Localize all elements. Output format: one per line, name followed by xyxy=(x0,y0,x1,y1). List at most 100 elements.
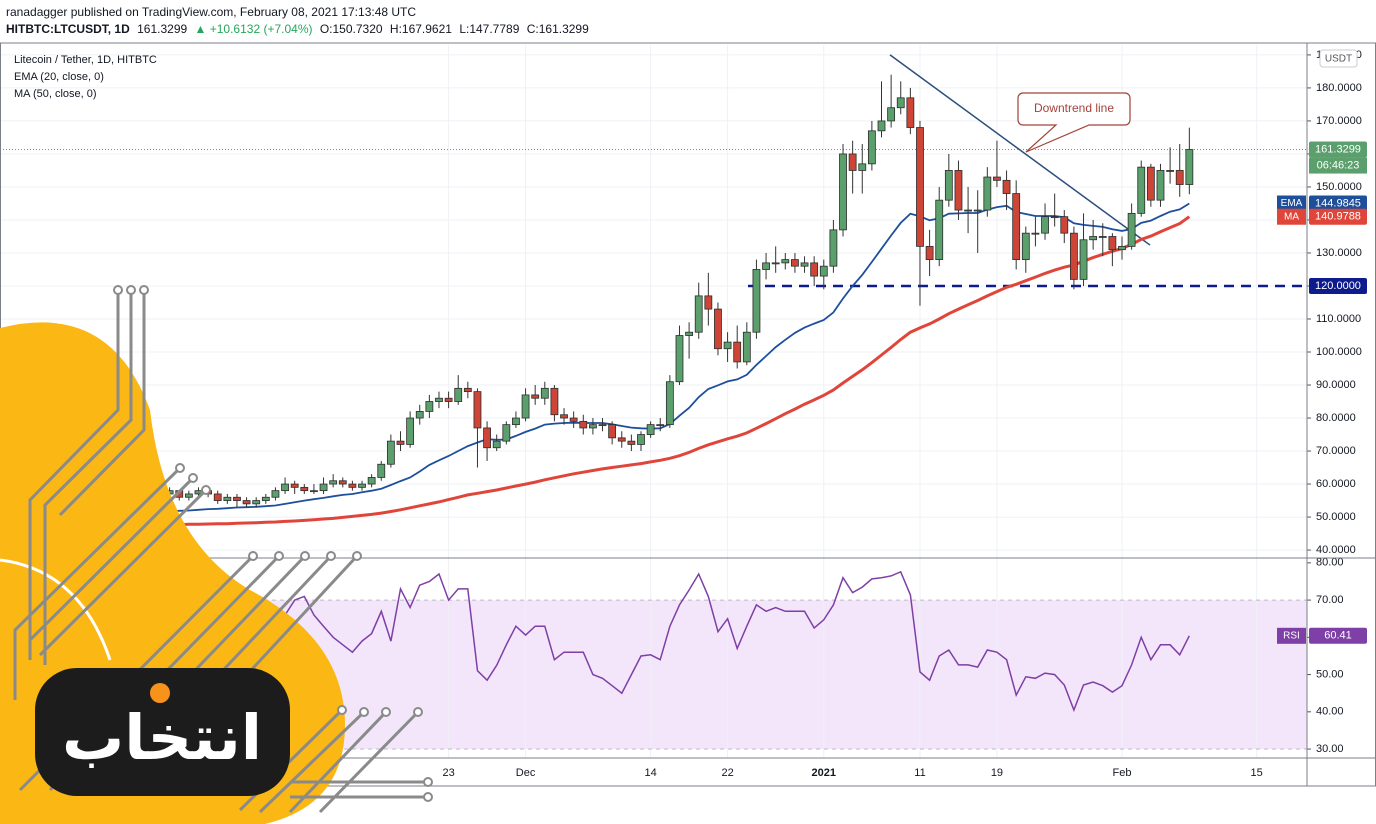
candle-body xyxy=(184,493,193,498)
tag-name-box xyxy=(1277,208,1306,225)
candle-body xyxy=(1146,166,1155,201)
y-tick-label: 80.00 xyxy=(1316,557,1344,569)
level-label: 120.0000 xyxy=(1315,280,1361,292)
candle-body xyxy=(810,262,819,277)
candle-body xyxy=(415,411,424,419)
candle-body xyxy=(473,391,482,429)
candle-body xyxy=(781,259,790,264)
candle-body xyxy=(223,496,232,501)
tag-name-box xyxy=(1277,195,1306,212)
candle-body xyxy=(627,440,636,445)
candle-body xyxy=(1156,170,1165,201)
rsi-value-label-box xyxy=(1309,627,1367,644)
countdown: 06:46:23 xyxy=(1317,159,1360,171)
candle-body xyxy=(492,440,501,449)
candle-body xyxy=(521,394,530,419)
open: O:150.7320 xyxy=(319,22,383,36)
candle-body xyxy=(348,483,357,488)
candle-body xyxy=(1060,216,1069,234)
candle-body xyxy=(704,295,713,310)
candle-body xyxy=(887,107,896,122)
x-tick-label: 2021 xyxy=(812,767,836,779)
x-tick-label: 19 xyxy=(991,767,1003,779)
candle-body xyxy=(617,437,626,442)
candle-body xyxy=(1041,216,1049,234)
y-tick-label: 110.0000 xyxy=(1316,313,1361,325)
candle-body xyxy=(310,490,318,493)
chart-title: Litecoin / Tether, 1D, HITBTC xyxy=(14,54,157,66)
candle-body xyxy=(512,417,520,426)
candle-body xyxy=(896,97,905,109)
tag-name: MA xyxy=(1284,211,1299,222)
level-label-box xyxy=(1309,277,1367,294)
low: L:147.7789 xyxy=(459,22,520,36)
published: ranadagger published on TradingView.com,… xyxy=(6,5,417,19)
tag-name: RSI xyxy=(1283,630,1300,641)
candle-body xyxy=(271,490,280,498)
indicator-value-label: 140.9788 xyxy=(1315,211,1361,223)
candle-body xyxy=(877,120,886,132)
candle-body xyxy=(829,229,838,267)
candle-body xyxy=(531,394,540,399)
candle-body xyxy=(319,483,328,492)
logo-coin xyxy=(150,683,170,703)
y-tick-label: 90.0000 xyxy=(1316,379,1356,391)
candle-body xyxy=(848,153,857,171)
header: ranadagger published on TradingView.com,… xyxy=(6,4,593,38)
y-tick-label: 130.0000 xyxy=(1316,247,1362,259)
candle-body xyxy=(906,97,915,128)
candle-body xyxy=(1050,216,1059,219)
candle-body xyxy=(281,483,289,492)
candle-body xyxy=(1079,239,1088,280)
x-tick-label: 23 xyxy=(442,767,454,779)
currency: USDT xyxy=(1325,54,1352,65)
x-tick-label: 22 xyxy=(721,767,733,779)
high: H:167.9621 xyxy=(389,22,452,36)
candle-body xyxy=(454,387,463,402)
candle-body xyxy=(396,440,405,445)
candle-body xyxy=(675,335,684,383)
candle-body xyxy=(973,209,982,212)
candle-body xyxy=(867,130,876,165)
tag-name-box xyxy=(1277,627,1306,644)
candle-body xyxy=(1002,179,1011,194)
candle-body xyxy=(714,308,722,350)
indicator-line xyxy=(159,215,1191,527)
y-tick-label: 180.0000 xyxy=(1316,82,1362,94)
candle-body xyxy=(358,483,366,488)
candle-body xyxy=(858,163,867,171)
close: C:161.3299 xyxy=(526,22,589,36)
indicator-value-label-box xyxy=(1309,195,1367,212)
countdown-box xyxy=(1309,157,1367,174)
candle-body xyxy=(1175,170,1184,185)
annotation-box xyxy=(1017,92,1131,153)
candle-body xyxy=(435,397,443,402)
candle-body xyxy=(723,341,732,350)
candle-body xyxy=(540,387,549,399)
candle-body xyxy=(954,170,963,211)
y-tick-label: 150.0000 xyxy=(1316,181,1362,193)
candle-body xyxy=(935,199,944,260)
change: ▲ +10.6132 (+7.04%) xyxy=(194,22,313,36)
logo-curve xyxy=(0,558,112,661)
candle-body xyxy=(483,427,491,449)
rsi-line xyxy=(159,570,1190,713)
candle-body xyxy=(1108,236,1117,251)
y-tick-label: 170.0000 xyxy=(1316,115,1362,127)
y-tick-label: 30.00 xyxy=(1316,743,1344,755)
candle-body xyxy=(579,420,588,429)
y-tick-label: 50.0000 xyxy=(1316,511,1356,523)
x-tick-label: Dec xyxy=(516,767,536,779)
candle-body xyxy=(1166,170,1174,172)
legend-entry: MA (50, close, 0) xyxy=(14,88,97,100)
candle-body xyxy=(839,153,847,231)
candle-body xyxy=(665,381,674,426)
y-tick-label: 100.0000 xyxy=(1316,346,1362,358)
logo-plate xyxy=(35,668,290,796)
legend-entry: EMA (20, close, 0) xyxy=(14,71,104,83)
y-tick-label: 80.0000 xyxy=(1316,412,1356,424)
candle-body xyxy=(252,500,261,505)
candle-body xyxy=(377,463,386,478)
last-price: 161.3299 xyxy=(137,22,188,36)
